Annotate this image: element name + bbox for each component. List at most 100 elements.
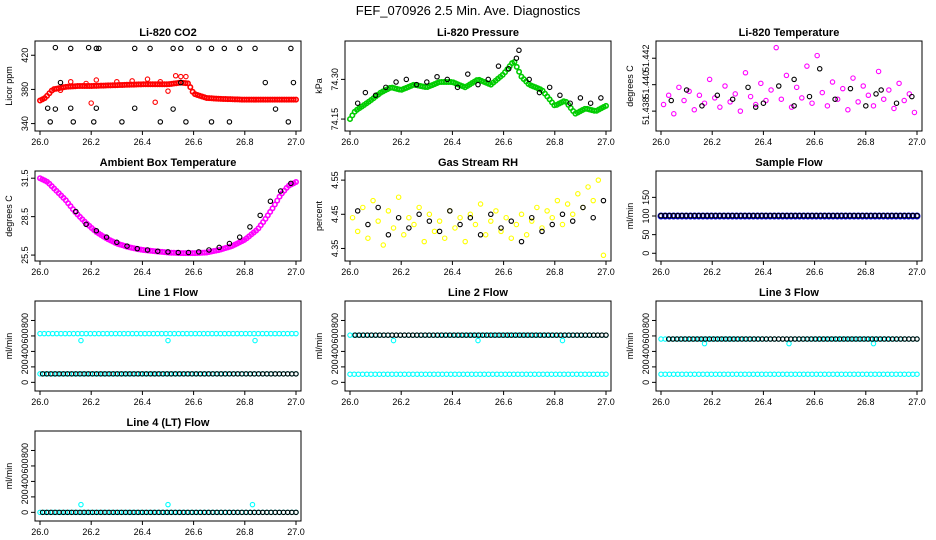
data-point xyxy=(172,73,179,79)
data-point xyxy=(206,247,212,253)
data-point xyxy=(406,225,412,231)
data-point xyxy=(370,197,376,204)
data-point xyxy=(124,243,130,249)
data-point xyxy=(67,105,74,111)
y-tick-label: 420 xyxy=(20,48,30,63)
x-tick-label: 26.6 xyxy=(806,397,824,407)
data-point xyxy=(78,501,84,508)
data-point xyxy=(660,101,667,108)
data-point xyxy=(914,336,920,342)
data-point xyxy=(518,211,525,218)
data-point xyxy=(791,103,797,109)
data-point xyxy=(806,93,813,100)
y-tick-label: 100 xyxy=(641,208,651,223)
data-point xyxy=(444,76,451,83)
data-point xyxy=(513,63,520,70)
data-point xyxy=(590,214,596,221)
data-point xyxy=(426,211,433,218)
data-point xyxy=(393,79,399,85)
data-point xyxy=(873,91,879,97)
series-2-5-min-average xyxy=(349,177,607,259)
series-raw-samples xyxy=(354,47,604,106)
data-point xyxy=(845,107,851,113)
data-point xyxy=(717,104,723,110)
panel-line2: Line 2 Flow 26.0 26.2 26.4 26.6 26.8 27.0 0 2004… xyxy=(314,287,615,407)
x-tick-label: 26.0 xyxy=(652,397,670,407)
x-tick-label: 26.8 xyxy=(857,397,875,407)
data-point xyxy=(878,87,884,93)
data-point xyxy=(78,337,84,344)
y-axis-label: ml/min xyxy=(314,333,324,360)
data-point xyxy=(758,80,764,87)
data-point xyxy=(403,76,410,83)
y-tick-label: 50 xyxy=(641,230,651,240)
series-line-flow-raw xyxy=(39,371,299,377)
y-tick-label: 400 xyxy=(20,474,30,489)
x-tick-label: 26.2 xyxy=(703,397,721,407)
y-tick-label: 0 xyxy=(641,380,651,385)
data-point xyxy=(513,55,520,61)
data-point xyxy=(416,211,422,218)
data-point xyxy=(482,232,489,238)
data-point xyxy=(170,106,176,112)
data-point xyxy=(475,81,481,88)
data-point xyxy=(236,234,243,240)
data-point xyxy=(208,119,215,125)
data-point xyxy=(360,204,366,211)
y-axis-label: ml/min xyxy=(4,463,14,490)
y-tick-label: 74.15 xyxy=(330,108,340,131)
panel-title: Li-820 Temperature xyxy=(739,27,840,39)
data-point xyxy=(165,501,171,508)
data-point xyxy=(436,218,443,224)
data-point xyxy=(701,100,708,106)
data-point xyxy=(809,100,815,106)
y-tick-label: 400 xyxy=(641,344,651,359)
plot-frame xyxy=(34,430,302,522)
data-point xyxy=(175,249,181,256)
data-point xyxy=(814,52,820,59)
data-point xyxy=(488,218,494,224)
data-point xyxy=(891,105,897,112)
data-point xyxy=(411,221,417,228)
x-tick-label: 26.6 xyxy=(495,397,513,407)
y-tick-label: 200 xyxy=(20,359,30,374)
y-tick-label: 340 xyxy=(20,116,30,131)
data-point xyxy=(752,104,759,110)
panel-title: Sample Flow xyxy=(755,157,823,169)
panel-sample: Sample Flow 26.0 26.2 26.4 26.6 26.8 27.0 0 50 10… xyxy=(625,157,926,277)
plot-frame xyxy=(34,40,302,132)
data-point xyxy=(221,45,228,52)
series-raw-samples xyxy=(668,66,915,110)
x-tick-label: 26.6 xyxy=(185,397,203,407)
panel-line1: Line 1 Flow 26.0 26.2 26.4 26.6 26.8 27.0 0 2004… xyxy=(4,287,305,407)
y-tick-label: 150 xyxy=(641,190,651,205)
data-point xyxy=(262,79,269,86)
panel-title: Li-820 CO2 xyxy=(139,27,196,39)
series-2-5-min-scatter xyxy=(57,73,189,106)
data-point xyxy=(185,249,192,256)
x-tick-label: 26.2 xyxy=(392,267,410,277)
data-point xyxy=(580,204,586,211)
data-point xyxy=(816,66,823,72)
panel-title: Li-820 Pressure xyxy=(437,27,519,39)
data-point xyxy=(529,214,535,221)
data-point xyxy=(365,235,371,241)
y-tick-label: 800 xyxy=(641,313,651,328)
y-axis-label: ml/min xyxy=(4,333,14,360)
data-point xyxy=(52,44,59,51)
x-tick-label: 26.8 xyxy=(236,267,254,277)
x-tick-label: 26.4 xyxy=(755,137,773,147)
data-point xyxy=(850,75,856,81)
data-point xyxy=(691,107,698,113)
data-point xyxy=(83,80,89,87)
panels: Li-820 CO2 26.0 26.2 26.4 26.6 26.8 27.0 340 380… xyxy=(4,27,926,537)
x-tick-label: 26.4 xyxy=(755,267,773,277)
series-line-flow-raw xyxy=(39,509,299,516)
data-point xyxy=(157,119,164,125)
panel-pressure: Li-820 Pressure 26.0 26.2 26.4 26.6 26.8 27.0 7… xyxy=(314,27,615,147)
figure-title: FEF_070926 2.5 Min. Ave. Diagnostics xyxy=(356,3,581,18)
data-point xyxy=(73,208,79,215)
data-point xyxy=(178,79,184,86)
data-point xyxy=(745,84,751,91)
series-total-flow-dips xyxy=(78,337,258,344)
